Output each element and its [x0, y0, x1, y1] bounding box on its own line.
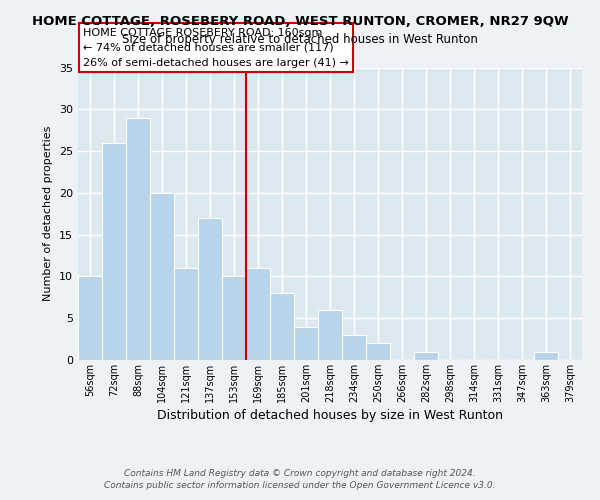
- Bar: [246, 268, 270, 360]
- Text: HOME COTTAGE ROSEBERY ROAD: 160sqm
← 74% of detached houses are smaller (117)
26: HOME COTTAGE ROSEBERY ROAD: 160sqm ← 74%…: [83, 28, 349, 68]
- Bar: [270, 293, 294, 360]
- Text: Size of property relative to detached houses in West Runton: Size of property relative to detached ho…: [122, 32, 478, 46]
- Bar: [342, 335, 366, 360]
- Bar: [222, 276, 246, 360]
- Bar: [126, 118, 150, 360]
- Text: HOME COTTAGE, ROSEBERY ROAD, WEST RUNTON, CROMER, NR27 9QW: HOME COTTAGE, ROSEBERY ROAD, WEST RUNTON…: [32, 15, 568, 28]
- Bar: [294, 326, 318, 360]
- Bar: [102, 142, 126, 360]
- Y-axis label: Number of detached properties: Number of detached properties: [43, 126, 53, 302]
- Bar: [150, 193, 174, 360]
- Bar: [198, 218, 222, 360]
- Bar: [318, 310, 342, 360]
- Bar: [174, 268, 198, 360]
- Bar: [534, 352, 558, 360]
- Bar: [414, 352, 438, 360]
- X-axis label: Distribution of detached houses by size in West Runton: Distribution of detached houses by size …: [157, 409, 503, 422]
- Text: Contains HM Land Registry data © Crown copyright and database right 2024.
Contai: Contains HM Land Registry data © Crown c…: [104, 468, 496, 490]
- Bar: [78, 276, 102, 360]
- Bar: [366, 344, 390, 360]
